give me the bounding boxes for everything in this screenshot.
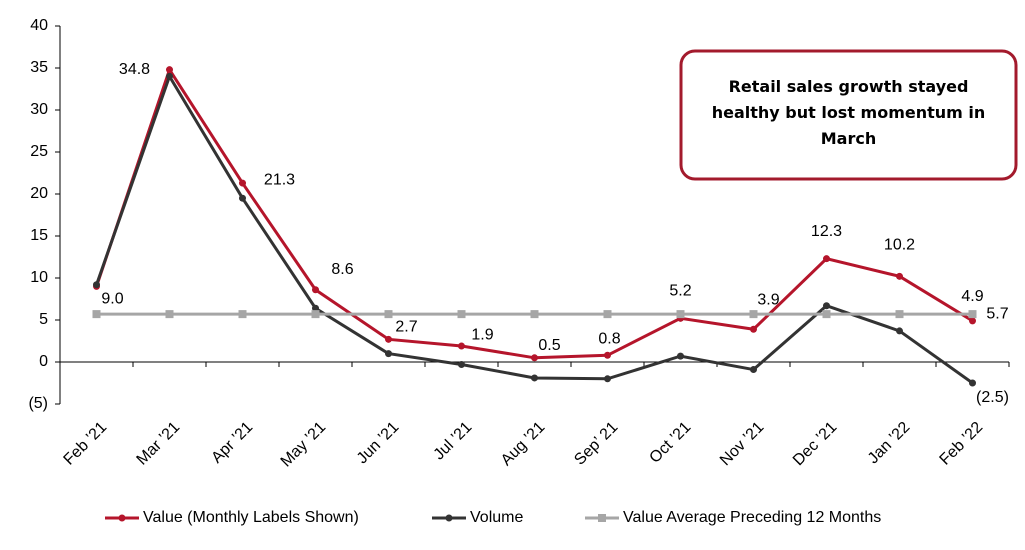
- y-tick-label: 25: [30, 143, 48, 160]
- legend-marker: [445, 514, 453, 522]
- data-label: 21.3: [264, 171, 295, 188]
- point: [750, 325, 757, 333]
- y-tick-label: 0: [39, 353, 48, 370]
- x-tick-label: Nov ’21: [717, 419, 767, 469]
- point: [457, 310, 466, 319]
- y-tick-label: 10: [30, 269, 48, 286]
- x-tick-label: Dec ’21: [790, 419, 840, 469]
- y-tick-label: 20: [30, 185, 48, 202]
- point: [165, 310, 174, 319]
- point: [896, 327, 903, 335]
- point: [896, 272, 903, 280]
- point: [384, 310, 393, 319]
- point: [823, 255, 830, 263]
- x-tick-label: Feb ’22: [937, 419, 987, 469]
- point: [530, 310, 539, 319]
- data-label: 5.7: [986, 305, 1008, 322]
- legend-label: Value (Monthly Labels Shown): [143, 509, 359, 526]
- point: [895, 310, 904, 319]
- annotation-wrap: Retail sales growth stayed healthy but l…: [711, 77, 986, 148]
- point: [385, 350, 392, 358]
- x-tick-label: Apr ’21: [208, 419, 256, 467]
- x-tick-label: Jan ’22: [865, 419, 914, 468]
- point: [93, 281, 100, 289]
- point: [92, 310, 101, 319]
- legend-marker: [598, 514, 606, 522]
- point: [458, 361, 465, 369]
- point: [823, 302, 830, 310]
- point: [676, 310, 685, 319]
- point: [604, 351, 611, 359]
- data-label: 0.5: [538, 337, 560, 354]
- data-label: 3.9: [757, 291, 779, 308]
- x-tick-label: Oct ’21: [646, 419, 694, 467]
- x-tick-label: Feb ’21: [61, 419, 111, 469]
- x-tick-label: Jul ’21: [431, 419, 476, 464]
- data-label: 12.3: [811, 223, 842, 240]
- x-tick-label: Sep’ 21: [571, 419, 621, 469]
- annotation-box: [679, 49, 1018, 181]
- data-label: 2.7: [395, 319, 417, 336]
- data-label: 5.2: [669, 283, 691, 300]
- x-tick-label: Jun ’21: [354, 419, 403, 468]
- point: [239, 194, 246, 202]
- point: [531, 354, 538, 362]
- point: [166, 72, 173, 80]
- data-label: 10.2: [884, 237, 915, 254]
- annotation: Retail sales growth stayed healthy but l…: [711, 77, 986, 148]
- point: [750, 366, 757, 374]
- point: [166, 66, 173, 74]
- legend-marker: [118, 514, 126, 522]
- point: [604, 375, 611, 383]
- point: [239, 179, 246, 187]
- point: [822, 310, 831, 319]
- legend-label: Value Average Preceding 12 Months: [623, 509, 881, 526]
- y-tick-label: 5: [39, 311, 48, 328]
- point: [312, 304, 319, 312]
- point: [749, 310, 758, 319]
- data-label: 9.0: [101, 291, 123, 308]
- point: [603, 310, 612, 319]
- point: [531, 374, 538, 382]
- data-label: 4.9: [961, 288, 983, 305]
- point: [968, 310, 977, 319]
- x-tick-label: Aug ’21: [498, 419, 548, 469]
- point: [677, 352, 684, 360]
- point: [969, 317, 976, 325]
- point: [385, 335, 392, 343]
- point: [458, 342, 465, 350]
- y-tick-label: (5): [28, 395, 48, 412]
- data-label: (2.5): [976, 389, 1009, 406]
- data-label: 0.8: [598, 330, 620, 347]
- point: [969, 379, 976, 387]
- point: [312, 286, 319, 294]
- point: [238, 310, 247, 319]
- data-label: 34.8: [119, 61, 150, 78]
- y-tick-label: 15: [30, 227, 48, 244]
- x-tick-label: Mar ’21: [134, 419, 184, 469]
- x-tick-label: May ’21: [278, 419, 330, 471]
- data-label: 1.9: [471, 326, 493, 343]
- point: [311, 310, 320, 319]
- legend-label: Volume: [470, 509, 523, 526]
- data-label: 8.6: [331, 261, 353, 278]
- y-tick-label: 35: [30, 59, 48, 76]
- y-tick-label: 40: [30, 17, 48, 34]
- y-tick-label: 30: [30, 101, 48, 118]
